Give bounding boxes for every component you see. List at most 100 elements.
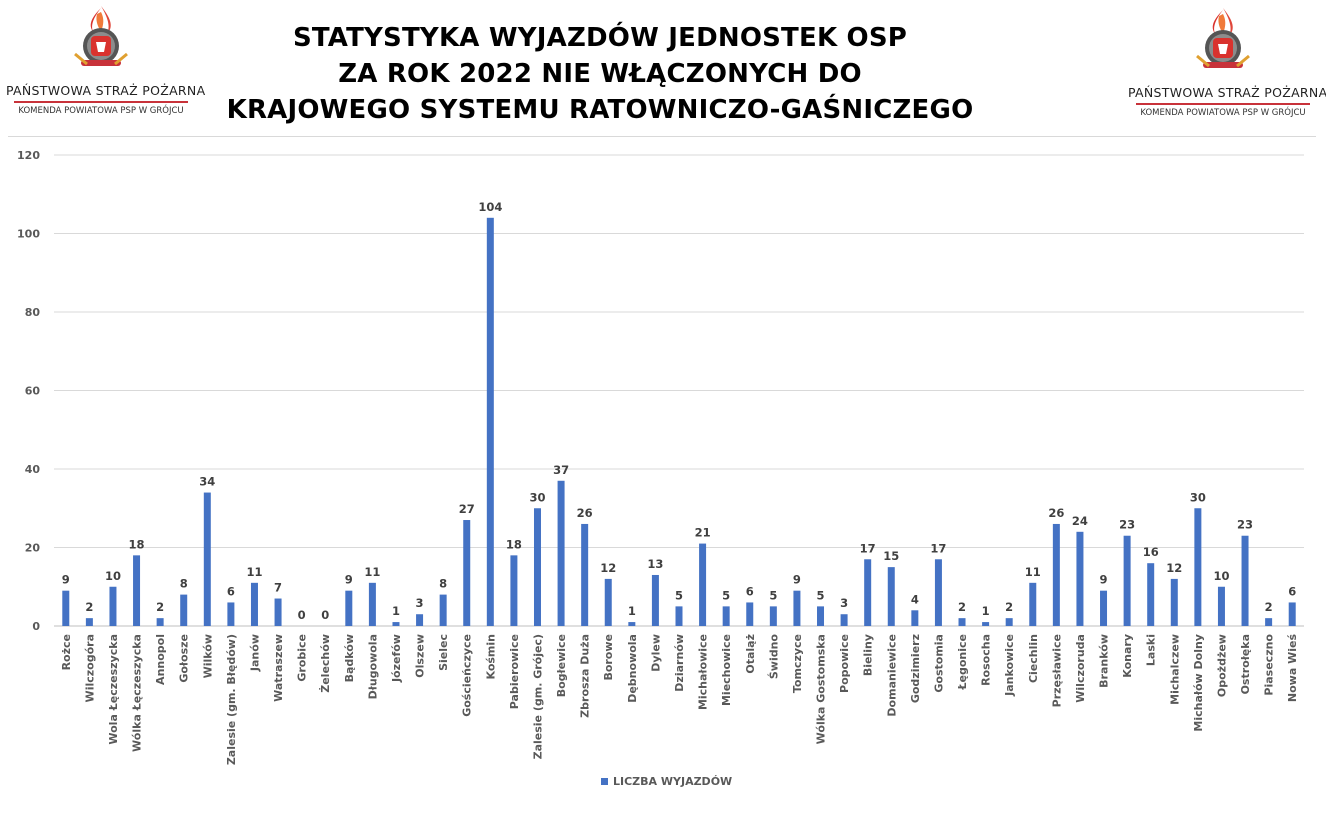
x-tick-label: Ciechlin [1027,634,1040,683]
y-tick-label: 40 [25,463,41,476]
x-tick-label: Sielec [437,634,450,671]
bar [1029,582,1037,626]
bar [651,574,659,626]
bar [1194,508,1202,626]
data-label: 26 [1048,506,1064,520]
data-label: 10 [105,569,121,583]
data-label: 8 [180,577,188,591]
page-title: STATYSTYKA WYJAZDÓW JEDNOSTEK OSP ZA ROK… [200,20,1000,128]
x-tick-label: Miechowice [720,634,733,706]
bar [486,217,494,627]
y-tick-label: 80 [25,306,41,319]
y-tick-label: 100 [17,228,40,241]
bar [1123,535,1131,626]
data-label: 11 [1025,565,1041,579]
bar [982,622,990,626]
data-label: 5 [817,588,825,602]
bar [1265,618,1273,626]
x-tick-label: Popowice [838,634,851,693]
data-label: 34 [199,475,215,489]
data-label: 21 [695,526,711,540]
bar [1076,531,1084,626]
x-tick-label: Janów [248,634,261,672]
x-tick-label: Rosocha [980,634,993,686]
x-tick-label: Ostrołęka [1239,634,1252,694]
x-tick-label: Bogłewice [555,634,568,697]
x-tick-label: Michalczew [1168,634,1181,705]
x-tick-label: Grobice [296,634,309,682]
bar [887,567,895,626]
bar [840,614,848,626]
logo-right: PAŃSTWOWA STRAŻ POŻARNA KOMENDA POWIATOW… [1128,6,1326,118]
x-tick-label: Tomczyce [791,634,804,693]
bar [817,606,825,626]
x-tick-label: Konary [1121,634,1134,678]
x-tick-label: Wilczoruda [1074,634,1087,703]
x-tick-label: Wilczogóra [83,634,96,702]
x-tick-label: Zalesie (gm. Grójec) [531,634,544,759]
psp-emblem-icon [74,6,128,66]
data-label: 9 [793,573,801,587]
bar [628,622,636,626]
title-line-3: KRAJOWEGO SYSTEMU RATOWNICZO-GAŚNICZEGO [226,95,974,125]
data-label: 6 [746,584,754,598]
data-label: 16 [1143,545,1159,559]
bar [1170,578,1178,626]
y-tick-label: 20 [25,542,41,555]
bar [1005,618,1013,626]
bar [392,622,400,626]
bar [439,594,447,626]
bar [156,618,164,626]
bar [416,614,424,626]
title-line-2: ZA ROK 2022 NIE WŁĄCZONYCH DO [338,59,862,89]
bar [510,555,518,626]
bar [533,508,541,626]
bar [1100,590,1108,626]
data-label: 17 [860,541,876,555]
bar [250,582,258,626]
data-label: 1 [628,604,636,618]
bar [85,618,93,626]
x-tick-label: Wólka Łęczeszycka [131,634,144,752]
data-label: 2 [1265,600,1273,614]
x-tick-label: Dębnowola [626,634,639,703]
org-subtitle: KOMENDA POWIATOWA PSP W GRÓJCU [1140,108,1306,118]
org-subtitle: KOMENDA POWIATOWA PSP W GRÓJCU [18,106,184,116]
bar [769,606,777,626]
bar [557,480,565,626]
data-label: 15 [883,549,899,563]
bar [62,590,70,626]
data-label: 13 [647,557,663,571]
x-tick-label: Józefów [390,634,403,683]
x-tick-label: Gostomia [932,634,945,693]
x-tick-label: Łęgonice [956,634,969,691]
bar [911,610,919,626]
bar [864,559,872,626]
header-divider [8,136,1316,137]
data-label: 11 [364,565,380,579]
bar [722,606,730,626]
x-tick-label: Michałów Dolny [1192,634,1205,732]
x-tick-label: Annopol [154,634,167,685]
data-label: 17 [930,541,946,555]
x-tick-label: Opożdżew [1215,634,1228,697]
data-label: 11 [246,565,262,579]
data-label: 18 [506,537,522,551]
bar [1241,535,1249,626]
bar [274,598,282,626]
data-label: 2 [958,600,966,614]
x-tick-label: Gościeńczyce [461,634,474,717]
bar [203,492,211,626]
data-label: 9 [1100,573,1108,587]
x-tick-label: Gołosze [178,634,191,683]
bar [227,602,235,626]
x-tick-label: Bieliny [862,634,875,676]
x-tick-label: Dziarnów [673,634,686,692]
x-tick-label: Żelechów [318,634,332,693]
data-label: 3 [840,596,848,610]
bar [604,578,612,626]
bar [109,586,117,626]
data-label: 1 [982,604,990,618]
data-label: 10 [1213,569,1229,583]
